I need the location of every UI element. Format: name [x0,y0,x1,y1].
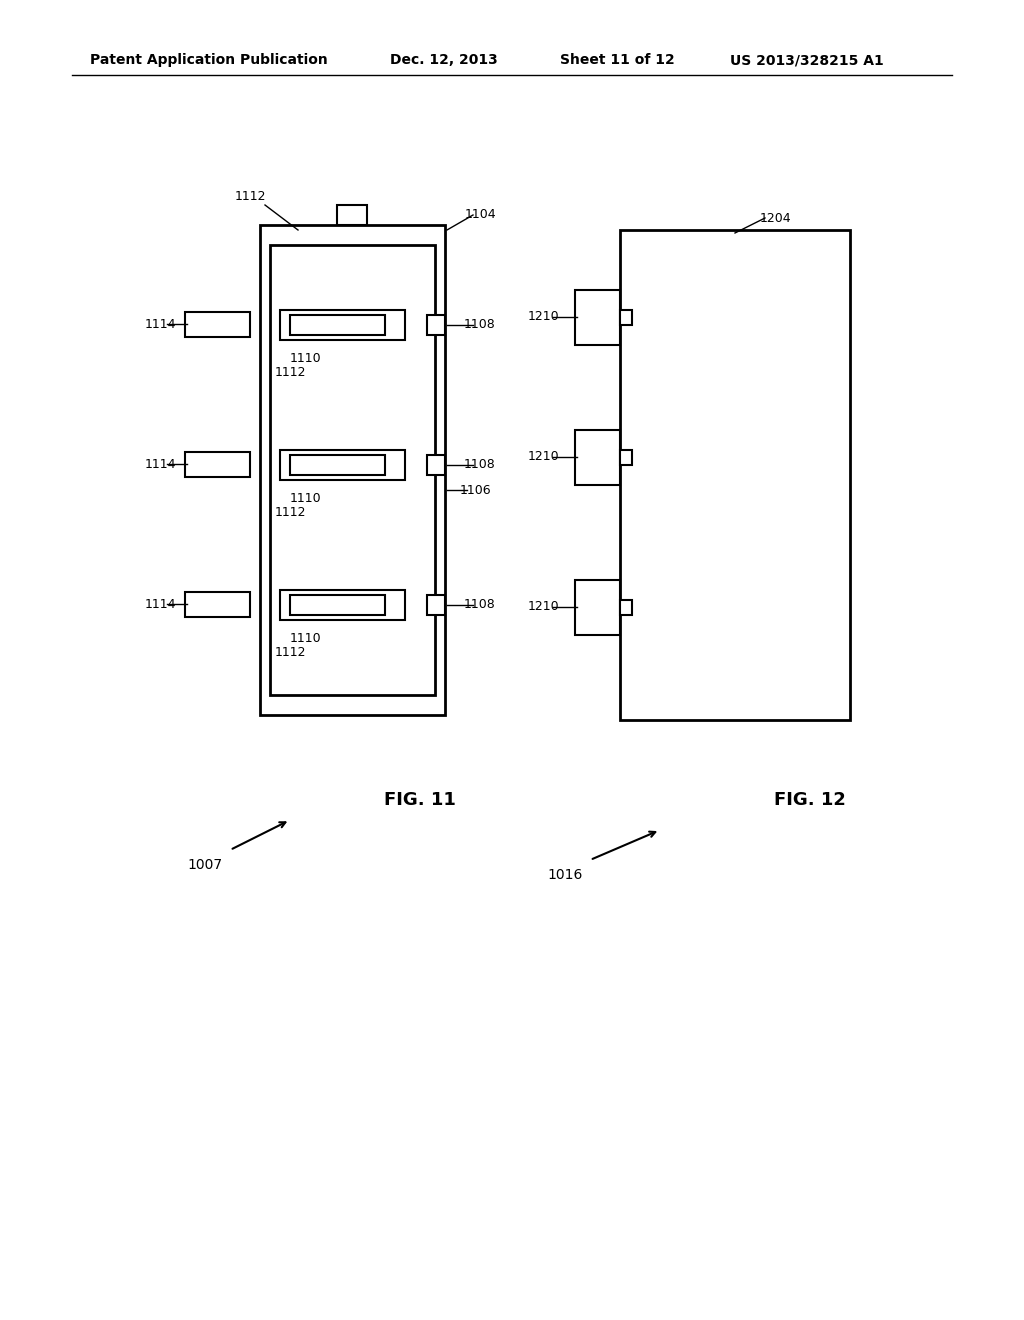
Bar [427,595,445,615]
Text: 1110: 1110 [289,631,321,644]
Text: 1106: 1106 [459,483,490,496]
Text: 1114: 1114 [144,458,176,470]
Bar [260,224,445,715]
Bar [290,595,385,615]
Text: 1204: 1204 [759,211,791,224]
Bar [185,591,250,616]
Bar [290,455,385,475]
Text: 1108: 1108 [464,318,496,331]
Text: US 2013/328215 A1: US 2013/328215 A1 [730,53,884,67]
Bar [620,601,632,615]
Bar [620,450,632,465]
Bar [185,312,250,337]
Text: 1007: 1007 [187,858,222,873]
Bar [185,451,250,477]
Text: Sheet 11 of 12: Sheet 11 of 12 [560,53,675,67]
Bar [427,455,445,475]
Text: 1110: 1110 [289,351,321,364]
Text: Patent Application Publication: Patent Application Publication [90,53,328,67]
Bar [270,246,435,696]
Bar [620,230,850,719]
Bar [280,450,406,480]
Text: Dec. 12, 2013: Dec. 12, 2013 [390,53,498,67]
Text: 1210: 1210 [527,450,559,463]
Text: 1108: 1108 [464,458,496,471]
Bar [575,579,620,635]
Bar [620,310,632,325]
Text: 1104: 1104 [464,209,496,222]
Bar [575,430,620,484]
Bar [280,310,406,341]
Text: 1114: 1114 [144,598,176,610]
Text: 1110: 1110 [289,491,321,504]
Text: 1114: 1114 [144,318,176,330]
Text: 1108: 1108 [464,598,496,611]
Text: FIG. 12: FIG. 12 [774,791,846,809]
Bar [337,205,367,224]
Text: 1112: 1112 [274,645,306,659]
Bar [280,590,406,620]
Text: 1112: 1112 [274,506,306,519]
Bar [575,290,620,345]
Bar [427,315,445,335]
Text: 1112: 1112 [274,366,306,379]
Text: 1112: 1112 [234,190,266,203]
Text: FIG. 11: FIG. 11 [384,791,456,809]
Text: 1210: 1210 [527,310,559,323]
Text: 1016: 1016 [547,869,583,882]
Bar [290,315,385,335]
Text: 1210: 1210 [527,601,559,614]
